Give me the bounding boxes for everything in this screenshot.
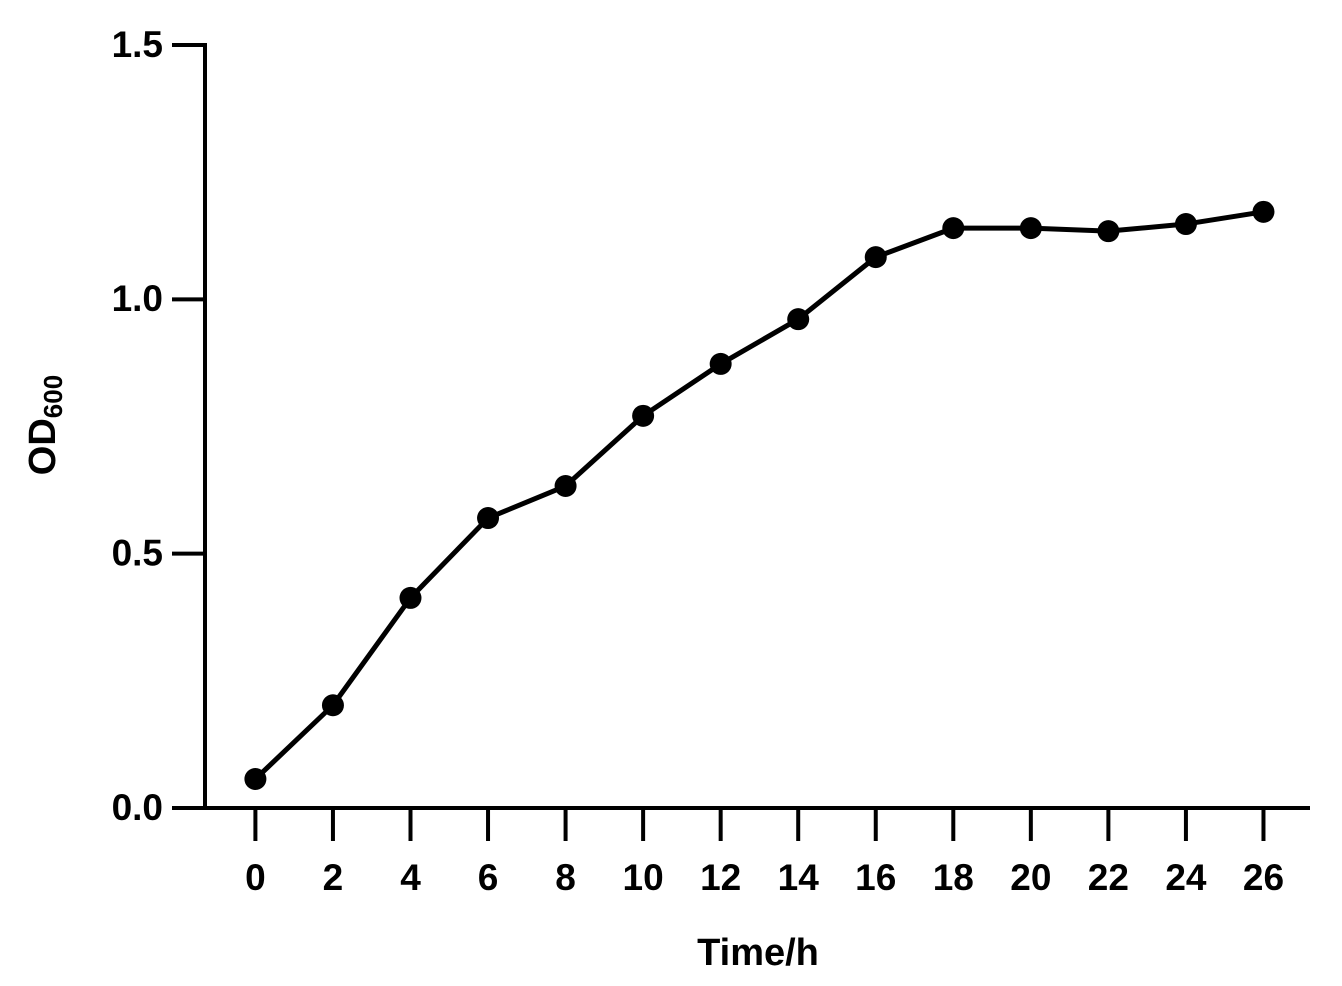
- x-tick-label: 0: [245, 857, 266, 898]
- x-tick-label: 24: [1165, 857, 1207, 898]
- x-axis-label: Time/h: [697, 932, 819, 974]
- x-tick-label: 6: [478, 857, 499, 898]
- data-point: [787, 308, 810, 331]
- data-point: [477, 507, 500, 530]
- x-tick-label: 18: [933, 857, 974, 898]
- data-point: [864, 246, 887, 269]
- x-tick-label: 16: [855, 857, 896, 898]
- y-tick-label: 0.5: [112, 532, 163, 573]
- x-tick-label: 10: [623, 857, 664, 898]
- y-tick-label: 1.5: [112, 24, 163, 65]
- y-label-subscript: 600: [38, 375, 68, 418]
- data-point: [399, 586, 422, 609]
- y-label-main: OD: [22, 418, 64, 475]
- series-line: [253, 209, 1264, 781]
- y-tick-label: 0.0: [112, 787, 163, 828]
- x-tick-label: 14: [778, 857, 820, 898]
- y-tick-label: 1.0: [112, 278, 163, 319]
- x-tick-label: 2: [323, 857, 344, 898]
- x-tick-label: 12: [700, 857, 741, 898]
- data-point: [1019, 217, 1042, 240]
- data-point: [1174, 213, 1197, 236]
- x-tick-label: 8: [555, 857, 576, 898]
- x-tick-label: 22: [1088, 857, 1129, 898]
- data-point: [942, 217, 965, 240]
- y-axis-label: OD600: [22, 375, 68, 475]
- data-point: [554, 475, 577, 498]
- x-tick-label: 20: [1010, 857, 1051, 898]
- data-point: [1252, 200, 1275, 223]
- data-point: [632, 404, 655, 427]
- x-tick-label: 26: [1243, 857, 1284, 898]
- data-point: [1097, 220, 1120, 243]
- data-point: [244, 768, 267, 791]
- data-point: [321, 694, 344, 717]
- x-tick-label: 4: [400, 857, 421, 898]
- data-point: [709, 352, 732, 375]
